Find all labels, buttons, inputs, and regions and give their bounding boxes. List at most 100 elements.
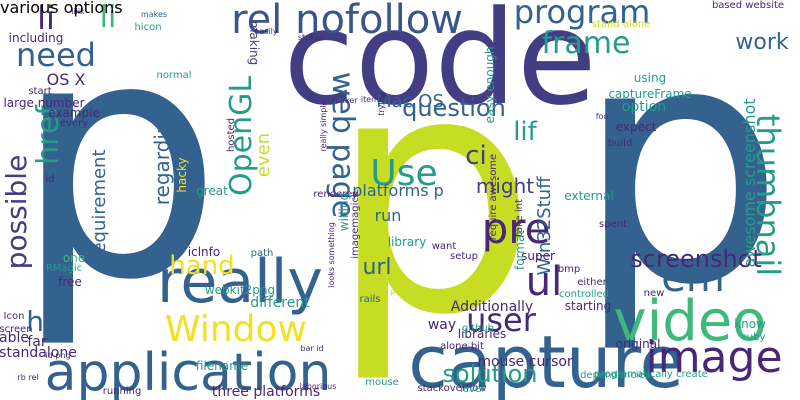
word-cloud-word: stackoverflow: [417, 383, 487, 394]
word-cloud-word: capture: [408, 320, 684, 400]
word-cloud-word: large number: [3, 96, 85, 110]
word-cloud-word: lilik: [71, 7, 85, 16]
word-cloud-word: foo: [595, 112, 609, 121]
word-cloud-word: p: [328, 3, 538, 387]
word-cloud-word: really: [157, 247, 323, 317]
word-cloud-word: webkit2png: [204, 283, 276, 297]
word-cloud-word: url: [362, 255, 392, 280]
word-cloud-word: libraries: [457, 327, 507, 341]
word-cloud-word: RMagic: [45, 263, 83, 274]
word-cloud-word: requirement: [89, 149, 110, 261]
word-cloud-word: starting: [564, 299, 612, 313]
word-cloud-word: github: [461, 323, 495, 334]
word-cloud-word: ul: [525, 259, 563, 305]
word-cloud-word: require awesome: [488, 153, 499, 241]
word-cloud-word: Use: [370, 153, 438, 194]
word-cloud-word: dependencies: [580, 370, 650, 381]
word-cloud-word: library: [387, 235, 427, 249]
word-cloud-word: format: [513, 229, 527, 271]
word-cloud-word: Icon: [3, 311, 25, 322]
word-cloud-word: user: [466, 301, 536, 339]
word-cloud-word: captureFrame: [608, 87, 692, 101]
word-cloud-word: p: [13, 0, 223, 352]
word-cloud-word: h2: [26, 305, 62, 338]
word-cloud-word: various options: [0, 0, 123, 17]
word-cloud-word: easy enough: [483, 46, 497, 124]
word-cloud-word: makes: [140, 10, 168, 19]
word-cloud-word: looks something: [327, 222, 336, 288]
word-cloud-word: em: [661, 255, 725, 301]
word-cloud-word: option: [621, 99, 667, 115]
word-cloud-word: alone bit: [440, 341, 484, 352]
word-cloud-word: pre: [481, 204, 551, 253]
word-cloud-word: code: [283, 0, 597, 134]
word-cloud-word: ci: [465, 141, 487, 171]
word-cloud-word: mouse: [365, 377, 399, 388]
word-cloud-word: trying: [377, 92, 386, 116]
word-cloud-word: bmp: [557, 264, 581, 275]
word-cloud-word: need: [16, 36, 96, 74]
word-cloud-word: hacky: [175, 157, 189, 193]
word-cloud-word: run: [374, 206, 402, 225]
word-cloud-word: path: [250, 248, 274, 259]
word-cloud-word: hosted: [226, 117, 237, 153]
word-cloud-word: video: [613, 289, 767, 354]
word-cloud-word: super: [521, 249, 555, 263]
word-cloud-word: spent: [599, 219, 627, 230]
word-cloud-word: strikes: [297, 33, 325, 42]
word-cloud-word: build: [607, 138, 633, 149]
word-cloud-word: possible: [0, 154, 33, 270]
word-cloud-word: hand: [169, 251, 235, 281]
word-cloud-word: program: [513, 0, 651, 31]
word-cloud-word: far: [27, 334, 47, 350]
word-cloud-word: easily: [254, 27, 278, 36]
word-cloud-word: know: [734, 317, 766, 331]
word-cloud-word: rendered: [313, 189, 359, 200]
word-cloud-word: maker: [332, 96, 358, 105]
word-cloud-word: p: [575, 0, 785, 357]
word-cloud-word: every: [59, 118, 89, 129]
word-cloud-word: rel nofollow: [231, 0, 463, 43]
word-cloud-word: platforms p: [352, 181, 444, 200]
word-cloud-word: new: [643, 288, 665, 299]
word-cloud-word: frame: [541, 26, 631, 61]
word-cloud-word: work: [735, 30, 789, 55]
word-cloud-word: problem: [390, 287, 424, 296]
word-cloud-word: screen: [0, 324, 33, 335]
word-cloud-word: id: [45, 174, 55, 185]
word-cloud-word: awesome screenshot: [740, 98, 759, 268]
word-cloud-word: screenshot: [630, 245, 762, 273]
word-cloud-word: iclnfo: [187, 245, 221, 259]
word-cloud-word: li: [37, 0, 55, 37]
word-cloud-word: level: [460, 384, 484, 395]
word-cloud-word: Window: [165, 309, 307, 350]
word-cloud-word: using: [633, 71, 667, 85]
word-cloud-word: id png: [45, 351, 71, 360]
word-cloud-word: li: [99, 0, 117, 35]
word-cloud-word: Additionally: [450, 299, 534, 315]
word-cloud-word: standalone: [0, 345, 77, 361]
word-cloud-word: might: [475, 174, 535, 198]
word-cloud-word: expect: [615, 120, 657, 134]
word-cloud-word: free: [58, 275, 82, 289]
word-cloud-word: start: [28, 86, 52, 97]
word-cloud-word: great: [196, 184, 228, 198]
word-cloud-word: OS X: [46, 70, 86, 89]
word-cloud-word: either: [577, 277, 607, 288]
word-cloud-word: original: [615, 337, 661, 351]
word-cloud-word: rails: [359, 294, 381, 305]
word-cloud-word: able: [0, 330, 29, 346]
word-cloud-word: filename: [195, 359, 249, 373]
word-cloud-word: three platforms: [211, 384, 321, 400]
word-cloud-word: items: [360, 95, 384, 104]
word-cloud-word: controlled: [559, 289, 609, 300]
word-cloud-word: really simple: [319, 100, 328, 152]
word-cloud-word: willing: [337, 192, 351, 232]
word-cloud-word: solution: [442, 360, 538, 388]
word-cloud-word: regarding: [150, 108, 174, 206]
word-cloud-word: stand alone: [591, 19, 651, 30]
word-cloud-word: imagemagick: [350, 191, 361, 259]
word-cloud-word: including: [8, 31, 64, 45]
word-cloud-word: example: [48, 106, 100, 120]
